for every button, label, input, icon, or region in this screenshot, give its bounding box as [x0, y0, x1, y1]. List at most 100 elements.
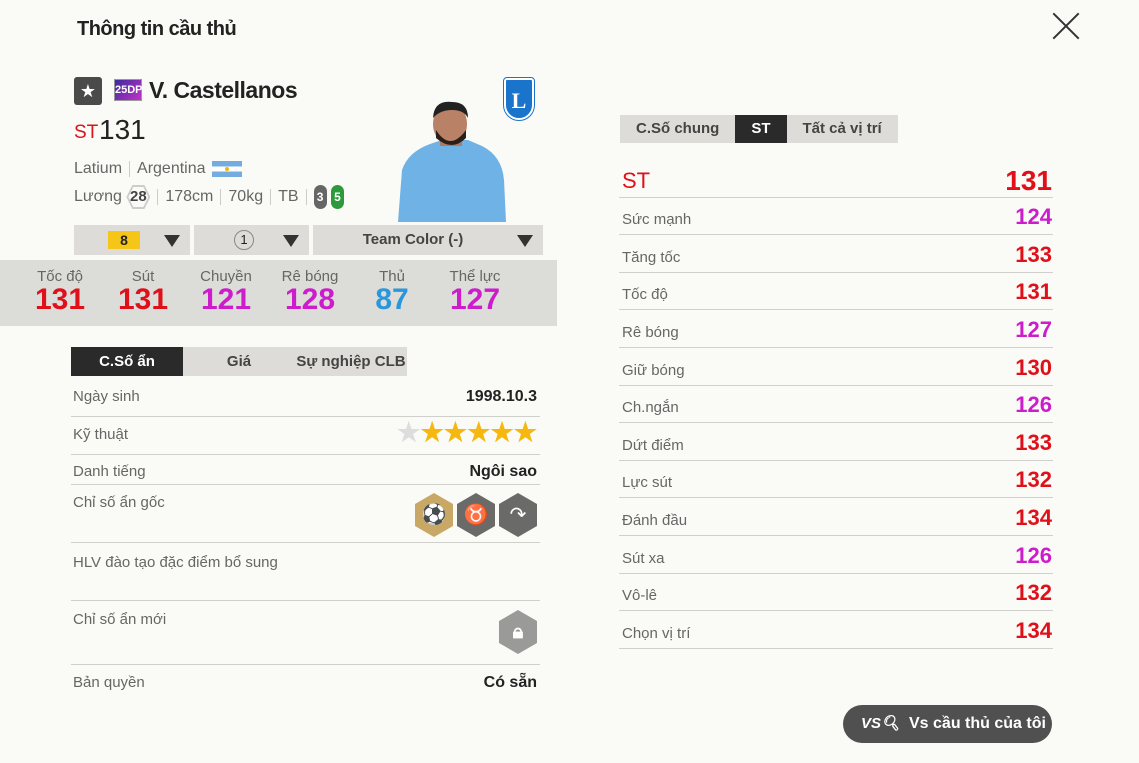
- summary-stat-value: 127: [449, 283, 501, 316]
- new-traits-row: Chỉ số ẩn mới 🔒︎: [71, 601, 540, 665]
- club-nation: Latium Argentina: [74, 160, 242, 178]
- club-name: Latium: [74, 160, 123, 177]
- chevron-down-icon: [283, 235, 299, 247]
- stat-label: Tốc độ: [622, 286, 668, 304]
- stat-value: 131: [1015, 279, 1052, 305]
- player-photo: [398, 101, 506, 222]
- stat-label: Rê bóng: [622, 323, 679, 341]
- chevron-down-icon: [517, 235, 533, 247]
- stat-value: 130: [1015, 354, 1052, 380]
- summary-stat-value: 121: [200, 283, 252, 316]
- stat-value: 132: [1015, 467, 1052, 493]
- stat-row: Tốc độ 131: [619, 273, 1053, 311]
- stat-value: 127: [1015, 316, 1052, 342]
- tab-general-stats[interactable]: C.Số chung: [636, 120, 720, 137]
- stat-label: Ch.ngắn: [622, 399, 679, 417]
- birth-label: Ngày sinh: [73, 388, 140, 405]
- nation-name: Argentina: [137, 160, 206, 177]
- weight: 70kg: [228, 188, 264, 206]
- bicycle-kick-icon[interactable]: ⚽: [415, 493, 453, 537]
- summary-stat-value: 131: [34, 283, 86, 316]
- stat-value: 134: [1015, 504, 1052, 530]
- stat-value: 126: [1015, 392, 1052, 418]
- position-value: 131: [1005, 164, 1052, 196]
- summary-stats: Tốc độ 131 Sút 131 Chuyền 121 Rê bóng 128 Thủ 87 T…: [0, 260, 557, 326]
- team-color-dropdown[interactable]: Team Color (-): [313, 225, 543, 255]
- star-icon: ★: [490, 417, 514, 447]
- right-tabs: C.Số chung ST Tất cả vị trí: [620, 115, 898, 143]
- summary-stat: Thủ 87: [357, 268, 427, 315]
- summary-stat-value: 87: [375, 283, 409, 316]
- summary-stat: Chuyền 121: [191, 268, 261, 315]
- stat-row: Dứt điểm 133: [619, 423, 1053, 461]
- traits-label: Chỉ số ẩn gốc: [73, 494, 165, 511]
- close-icon[interactable]: [1050, 10, 1082, 42]
- birth-row: Ngày sinh 1998.10.3: [71, 376, 540, 417]
- body-type: TB: [278, 188, 299, 206]
- star-icon: ★: [420, 417, 444, 447]
- stat-row: Đánh đầu 134: [619, 498, 1053, 536]
- tab-hidden-stats[interactable]: C.Số ẩn: [71, 347, 183, 376]
- stat-value: 134: [1015, 617, 1052, 643]
- summary-stat-label: Rê bóng: [281, 268, 339, 285]
- star-icon: ★: [513, 417, 537, 447]
- stat-label: Dứt điểm: [622, 436, 684, 454]
- summary-stat-label: Tốc độ: [37, 268, 83, 285]
- stat-row: Vô-lê 132: [619, 574, 1053, 612]
- team-color-label: Team Color (-): [362, 231, 464, 248]
- tab-club-career[interactable]: Sự nghiệp CLB: [296, 353, 406, 370]
- argentina-flag-icon: [211, 160, 242, 177]
- stat-value: 133: [1015, 429, 1052, 455]
- tab-all-positions[interactable]: Tất cả vị trí: [802, 120, 882, 137]
- stat-value: 133: [1015, 241, 1052, 267]
- fame-value: Ngôi sao: [469, 463, 537, 480]
- summary-stat: Rê bóng 128: [275, 268, 345, 315]
- stat-row: Ch.ngắn 126: [619, 386, 1053, 424]
- tab-st[interactable]: ST: [735, 115, 787, 143]
- favorite-star-button[interactable]: ★: [74, 77, 102, 105]
- stat-row: Sút xa 126: [619, 536, 1053, 574]
- upgrade-level-dropdown[interactable]: 8: [74, 225, 190, 255]
- stat-row: Rê bóng 127: [619, 310, 1053, 348]
- level-badge: 1: [234, 230, 254, 250]
- stat-label: Sút xa: [622, 549, 665, 567]
- stat-label: Giữ bóng: [622, 361, 685, 379]
- summary-stat: Tốc độ 131: [25, 268, 95, 315]
- upgrade-badge: 8: [108, 231, 140, 249]
- fame-row: Danh tiếng Ngôi sao: [71, 455, 540, 485]
- salary-value: 28: [128, 187, 149, 207]
- left-tabs: C.Số ẩn Giá Sự nghiệp CLB: [71, 347, 407, 376]
- stat-label: Đánh đầu: [622, 511, 688, 529]
- compare-my-player-button[interactable]: VS🔍︎ Vs cầu thủ của tôi: [843, 705, 1052, 743]
- stat-label: Vô-lê: [622, 587, 658, 605]
- star-icon: ★: [397, 417, 421, 447]
- stat-label: Sức mạnh: [622, 211, 692, 229]
- buffalo-icon[interactable]: ♉: [457, 493, 495, 537]
- summary-stat-label: Thể lực: [449, 268, 501, 285]
- player-position: ST: [74, 122, 99, 143]
- summary-stat-value: 131: [117, 283, 169, 316]
- compare-label: Vs cầu thủ của tôi: [909, 715, 1046, 732]
- stat-row: Lực sút 132: [619, 461, 1053, 499]
- level-dropdown[interactable]: 1: [194, 225, 309, 255]
- license-value: Có sẵn: [483, 674, 537, 691]
- birth-value: 1998.10.3: [465, 388, 537, 405]
- curl-shot-icon[interactable]: ↷: [499, 493, 537, 537]
- summary-stat-label: Sút: [131, 268, 155, 285]
- skill-label: Kỹ thuật: [73, 426, 129, 443]
- tab-price[interactable]: Giá: [226, 353, 252, 370]
- summary-stat-label: Thủ: [379, 268, 405, 285]
- license-row: Bản quyền Có sẵn: [71, 665, 540, 701]
- stat-row: Sức mạnh 124: [619, 198, 1053, 236]
- salary-hex-icon: 28: [126, 185, 151, 209]
- summary-stat-label: Chuyền: [200, 268, 252, 285]
- position-header-row: ST 131: [619, 160, 1053, 198]
- stat-row: Tăng tốc 133: [619, 235, 1053, 273]
- coach-row: HLV đào tạo đặc điểm bổ sung: [71, 543, 540, 601]
- chevron-down-icon: [164, 235, 180, 247]
- stat-row: Chọn vị trí 134: [619, 611, 1053, 649]
- season-badge: 25DP: [114, 79, 143, 101]
- coach-label: HLV đào tạo đặc điểm bổ sung: [73, 554, 278, 571]
- left-foot-icon: 3: [313, 185, 327, 209]
- stat-value: 132: [1015, 580, 1052, 606]
